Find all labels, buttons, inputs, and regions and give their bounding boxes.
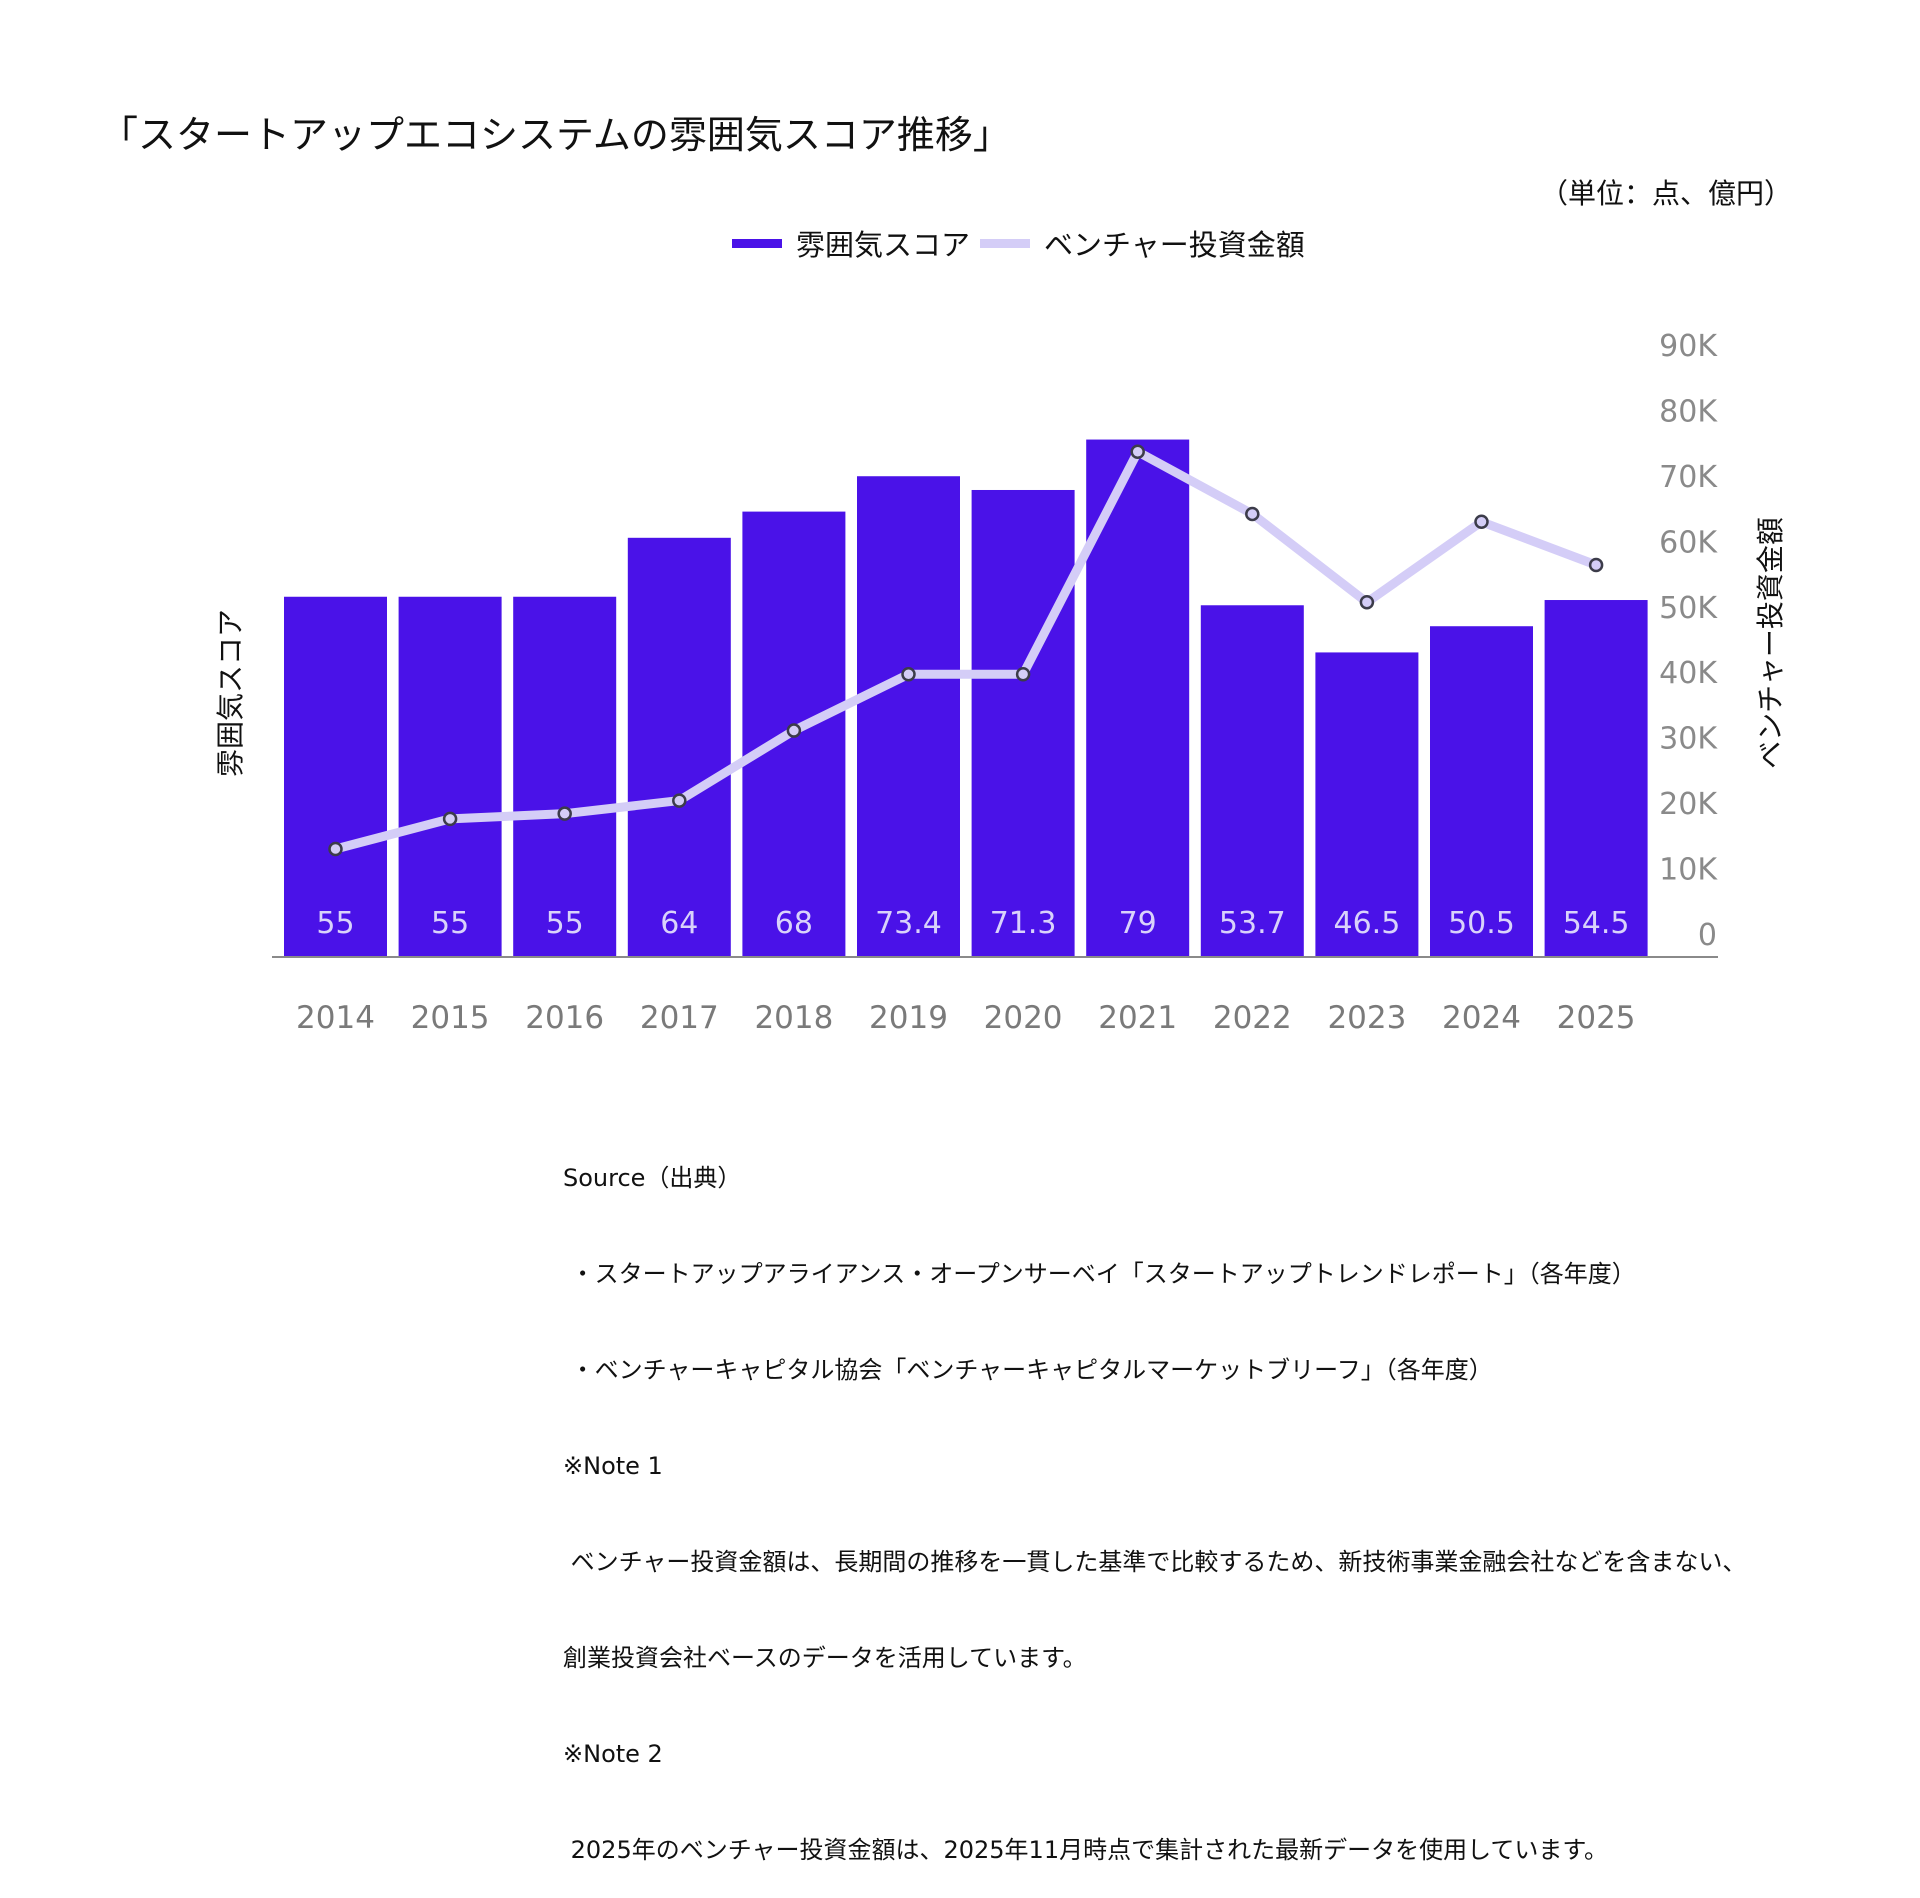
x-tick-2019: 2019 (869, 1000, 948, 1036)
line-point-2014 (328, 841, 343, 857)
right-tick-90K: 90K (1659, 329, 1718, 364)
note1-heading: ※Note 1 (563, 1452, 663, 1480)
x-tick-2025: 2025 (1557, 1000, 1636, 1036)
chart-title: 「スタートアップエコシステムの雰囲気スコア推移」 (100, 113, 1011, 157)
note2-line-1: 2025年のベンチャー投資金額は、2025年11月時点で集計された最新データを使… (563, 1836, 1608, 1864)
bar-2017 (627, 537, 731, 957)
bar-2016 (513, 596, 617, 957)
bar-label-2016: 55 (546, 906, 584, 941)
line-point-2018 (786, 723, 802, 738)
line-point-2023 (1359, 595, 1375, 610)
x-tick-2020: 2020 (984, 1000, 1063, 1036)
right-tick-60K: 60K (1659, 525, 1718, 560)
bar-2019 (857, 476, 960, 957)
line-series (328, 444, 1604, 857)
bar-2020 (971, 489, 1075, 957)
legend-swatch-score (732, 238, 782, 248)
right-tick-30K: 30K (1659, 722, 1718, 757)
bar-2025 (1544, 600, 1648, 957)
bar-2015 (398, 596, 502, 957)
x-tick-2017: 2017 (640, 1000, 719, 1036)
bar-label-2024: 50.5 (1448, 906, 1515, 941)
source-notes: Source（出典） ・スタートアップアライアンス・オープンサーベイ「スタートア… (563, 1098, 1746, 1898)
bar-label-2020: 71.3 (990, 906, 1057, 941)
x-axis-tick-labels: 2014 2015 2016 2017 2018 2019 2020 2021 2022 2023… (296, 1000, 1636, 1036)
bar-label-2025: 54.5 (1563, 906, 1630, 941)
line-point-2016 (557, 806, 572, 821)
x-tick-2022: 2022 (1213, 1000, 1292, 1036)
left-axis-title: 雰囲気スコア (214, 608, 248, 778)
right-tick-10K: 10K (1659, 853, 1718, 888)
line-point-2025 (1588, 557, 1604, 573)
x-tick-2024: 2024 (1442, 1000, 1521, 1036)
note1-line-2: 創業投資会社ベースのデータを活用しています。 (563, 1644, 1087, 1672)
x-tick-2018: 2018 (754, 1000, 833, 1036)
bar-label-2015: 55 (431, 906, 469, 941)
line-point-2020 (1015, 667, 1031, 682)
right-tick-70K: 70K (1659, 460, 1718, 495)
bar-label-2023: 46.5 (1334, 906, 1401, 941)
bar-label-2021: 79 (1119, 906, 1157, 941)
note1-line-1: ベンチャー投資金額は、長期間の推移を一貫した基準で比較するため、新技術事業金融会… (563, 1548, 1747, 1576)
legend-item-investment[interactable]: ベンチャー投資金額 (980, 222, 1305, 264)
legend-label-investment: ベンチャー投資金額 (1044, 228, 1305, 262)
chart-plot: 55 55 55 64 68 73.4 71.3 79 53.7 46.5 50.5 54.5 201… (272, 329, 1718, 1036)
bar-2022 (1200, 605, 1304, 957)
bar-label-2019: 73.4 (875, 906, 942, 941)
x-tick-2015: 2015 (411, 1000, 490, 1036)
bar-2023 (1315, 652, 1419, 957)
x-tick-2014: 2014 (296, 1000, 375, 1036)
legend: 雰囲気スコア ベンチャー投資金額 (732, 222, 1315, 264)
bar-series (284, 439, 1648, 957)
bar-label-2017: 64 (660, 906, 698, 941)
right-tick-50K: 50K (1659, 591, 1718, 626)
bar-data-labels: 55 55 55 64 68 73.4 71.3 79 53.7 46.5 50.5 54.5 (316, 906, 1629, 941)
note2-heading: ※Note 2 (563, 1740, 663, 1768)
line-point-2019 (901, 667, 916, 682)
right-tick-40K: 40K (1659, 656, 1718, 691)
bar-label-2022: 53.7 (1219, 906, 1286, 941)
x-tick-2023: 2023 (1327, 1000, 1406, 1036)
line-point-2024 (1474, 514, 1489, 530)
investment-line (331, 447, 1601, 854)
right-axis-title: ベンチャー投資金額 (1753, 517, 1787, 769)
bar-label-2018: 68 (775, 906, 813, 941)
bar-2014 (284, 596, 387, 957)
line-point-2021 (1130, 444, 1145, 460)
unit-label: （単位：点、億円） (1540, 177, 1793, 210)
legend-label-score: 雰囲気スコア (796, 228, 971, 262)
legend-swatch-investment (980, 238, 1031, 248)
right-tick-80K: 80K (1659, 394, 1718, 429)
source-line-1: ・スタートアップアライアンス・オープンサーベイ「スタートアップトレンドレポート」… (563, 1260, 1636, 1288)
x-tick-2021: 2021 (1098, 1000, 1177, 1036)
right-tick-0: 0 (1698, 918, 1717, 953)
right-tick-20K: 20K (1659, 787, 1718, 822)
bar-2024 (1430, 626, 1533, 957)
line-point-2022 (1245, 506, 1260, 522)
x-tick-2016: 2016 (525, 1000, 604, 1036)
line-point-2015 (442, 811, 458, 827)
line-point-2017 (672, 793, 687, 808)
right-axis-tick-labels: 0 10K 20K 30K 40K 50K 60K 70K 80K 90K (1659, 329, 1718, 953)
source-line-2: ・ベンチャーキャピタル協会「ベンチャーキャピタルマーケットブリーフ」（各年度） (563, 1356, 1493, 1384)
bar-label-2014: 55 (316, 906, 354, 941)
legend-item-score[interactable]: 雰囲気スコア (732, 222, 970, 264)
source-heading: Source（出典） (563, 1164, 742, 1192)
